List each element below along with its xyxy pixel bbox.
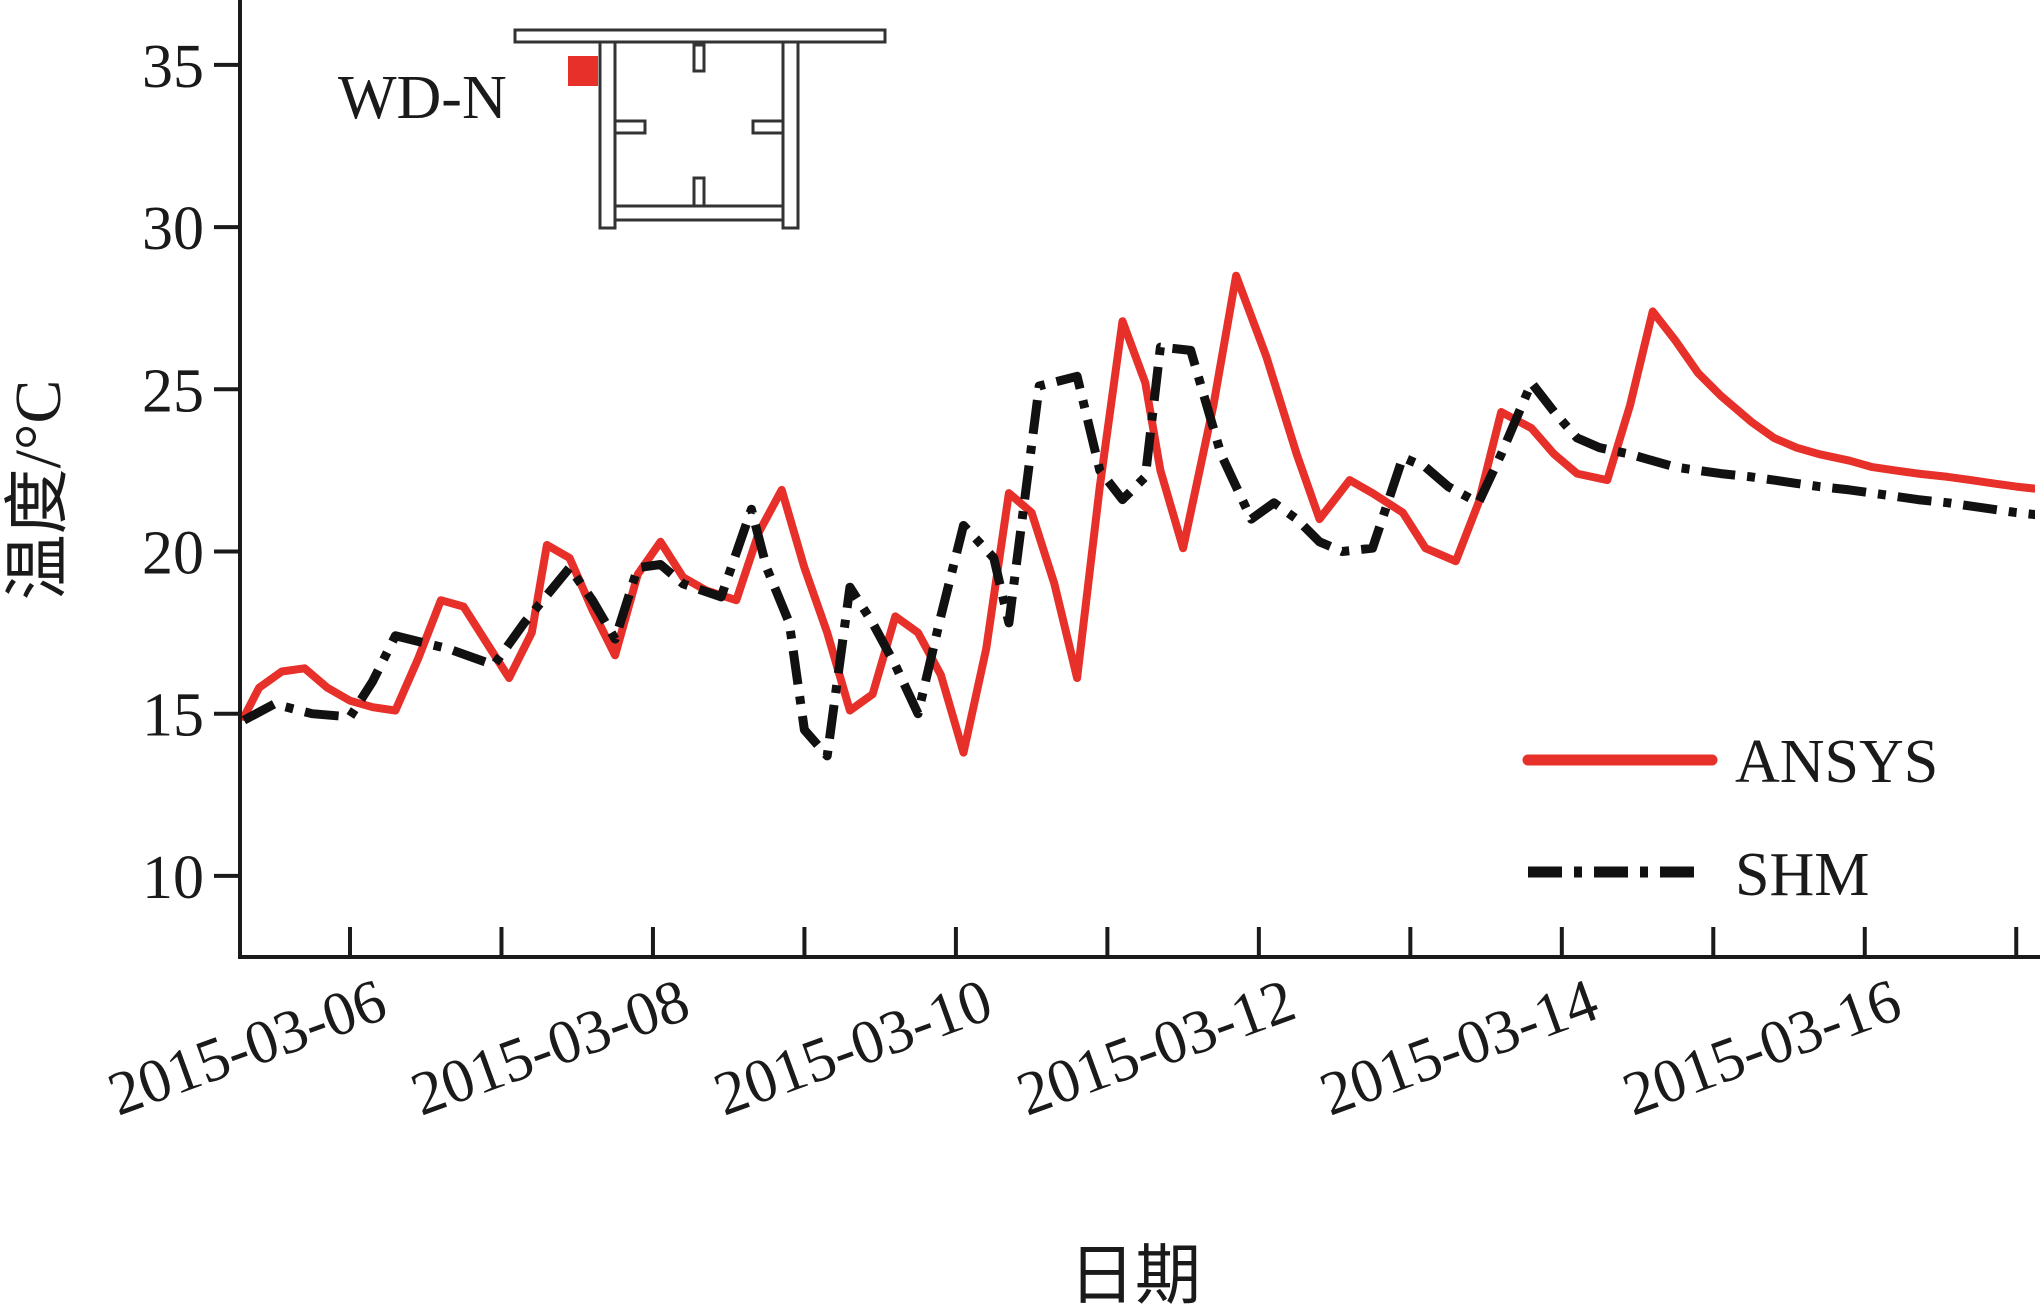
series-line-ansys [240,271,2035,757]
inset-stiffener-bottom [692,176,706,208]
x-tick-label: 2015-03-14 [1311,966,1606,1129]
inset-stiffener-right [751,119,785,135]
x-tick-label: 2015-03-08 [403,966,698,1129]
y-tick-label: 20 [142,519,204,587]
series-line-shm [241,342,2035,761]
y-tick-label: 15 [142,682,204,750]
legend: ANSYS SHM [1522,728,1938,909]
x-tick-label: 2015-03-06 [100,966,395,1129]
x-tick-label: 2015-03-10 [706,966,1001,1129]
inset-top-flange [513,28,887,44]
y-tick-label: 10 [142,844,204,912]
inset-stiffener-left [613,119,647,135]
y-tick-label: 25 [142,357,204,425]
legend-label-ansys: ANSYS [1735,728,1938,796]
cross-section-inset [513,28,887,230]
inset-right-web [781,40,800,230]
legend-label-shm: SHM [1735,841,1869,909]
y-tick-label: 30 [142,195,204,263]
y-axis-title: 温度/°C [2,380,75,601]
inset-label: WD-N [338,64,507,132]
inset-stiffener-top [692,43,706,73]
inset-bottom-flange [613,204,785,222]
axes-layer [238,0,2040,959]
x-tick-label: 2015-03-12 [1009,966,1304,1129]
y-tick-label: 35 [142,33,204,101]
inset-left-web [598,40,617,230]
x-tick-label: 2015-03-16 [1614,966,1909,1129]
sensor-marker [568,56,598,86]
x-axis-title: 日期 [1069,1240,1201,1313]
series-layer [240,271,2035,761]
